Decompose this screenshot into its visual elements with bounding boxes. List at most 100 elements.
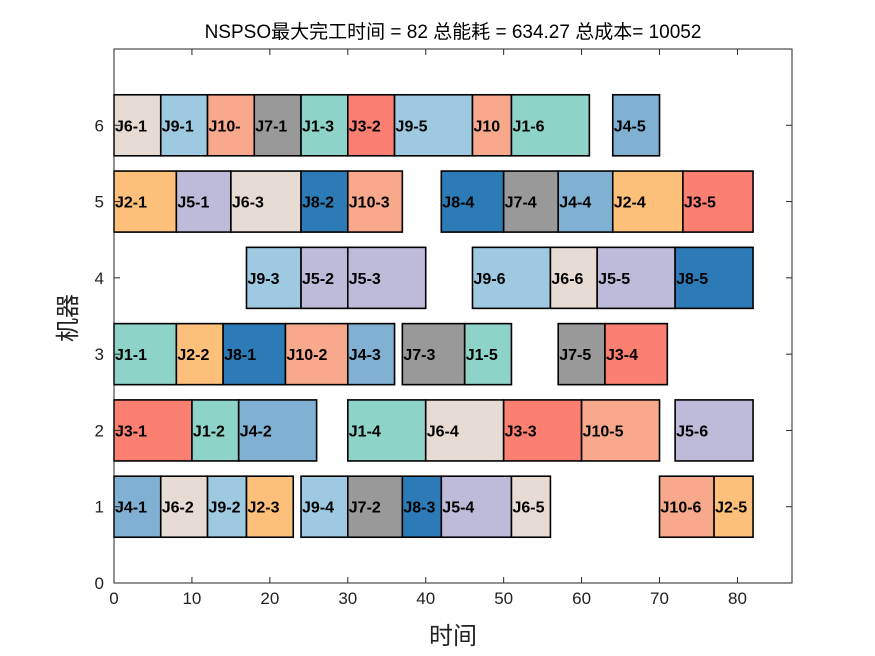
operation-rect <box>611 93 661 157</box>
operation-rect <box>611 170 684 233</box>
operation-label: J8-3 <box>403 500 435 517</box>
operation-label: J7-2 <box>349 500 381 517</box>
operation-label: J3-2 <box>349 118 381 135</box>
operation-rect <box>424 399 505 462</box>
operation-rect <box>463 322 513 386</box>
operation-bar-m5-17: J4-4 <box>557 170 614 233</box>
axes <box>113 48 793 584</box>
operation-bar-m6-9: J4-5 <box>611 93 661 157</box>
operation-rect <box>713 475 754 539</box>
operation-label: J10-6 <box>661 500 702 517</box>
operation-label: J6-3 <box>232 195 264 212</box>
operation-bar-m4-22: J5-3 <box>346 246 427 310</box>
operation-bar-m5-13: J8-2 <box>300 170 349 233</box>
operation-bar-m4-21: J5-2 <box>300 246 349 310</box>
operation-bar-m6-6: J9-5 <box>393 93 474 157</box>
operation-rect <box>113 93 162 157</box>
y-tick-label: 6 <box>95 116 104 135</box>
operation-bar-m6-7: J10 <box>471 93 513 157</box>
operation-rect <box>245 475 295 539</box>
operation-label: J9-4 <box>302 500 334 517</box>
operation-bar-m6-0: J6-1 <box>113 93 162 157</box>
operation-bar-m1-50: J8-3 <box>401 475 443 539</box>
operation-bar-m6-3: J7-1 <box>253 93 302 157</box>
operation-bar-m5-10: J2-1 <box>113 170 178 233</box>
operation-bar-m2-39: J1-4 <box>346 399 427 462</box>
operation-label: J4-4 <box>559 195 591 212</box>
operation-bar-m3-31: J4-3 <box>346 322 396 386</box>
operation-rect <box>175 322 224 386</box>
operation-rect <box>510 93 591 157</box>
operation-bar-m3-35: J3-4 <box>604 322 669 386</box>
operation-bar-m2-38: J4-2 <box>237 399 318 462</box>
operation-bar-m2-43: J5-6 <box>674 399 754 462</box>
operation-rect <box>237 399 318 462</box>
operation-bar-m1-51: J5-4 <box>440 475 513 539</box>
operation-rect <box>346 322 396 386</box>
operation-bar-m5-15: J8-4 <box>440 170 505 233</box>
operation-bar-m6-1: J9-1 <box>159 93 209 157</box>
operation-label: J9-2 <box>209 500 241 517</box>
x-tick-label: 20 <box>260 589 279 608</box>
operation-bar-m1-54: J2-5 <box>713 475 754 539</box>
operation-rect <box>471 93 513 157</box>
operation-label: J1-5 <box>466 347 498 364</box>
operation-label: J2-4 <box>614 195 646 212</box>
operation-label: J10-3 <box>349 195 390 212</box>
x-tick-label: 10 <box>182 589 201 608</box>
operation-rect <box>502 170 560 233</box>
operation-label: J4-1 <box>115 500 147 517</box>
operation-label: J8-4 <box>442 195 474 212</box>
operation-label: J6-4 <box>427 423 459 440</box>
operation-label: J6-6 <box>551 271 583 288</box>
operation-label: J10-5 <box>583 423 624 440</box>
operation-label: J2-2 <box>177 347 209 364</box>
x-tick-label: 50 <box>494 589 513 608</box>
operation-bar-m2-36: J3-1 <box>113 399 193 462</box>
x-tick-label: 30 <box>338 589 357 608</box>
operation-bar-m5-18: J2-4 <box>611 170 684 233</box>
operation-bar-m5-14: J10-3 <box>346 170 404 233</box>
operation-rect <box>346 399 427 462</box>
operation-bar-m2-41: J3-3 <box>502 399 583 462</box>
operation-label: J8-5 <box>676 271 708 288</box>
operation-label: J5-1 <box>177 195 209 212</box>
y-tick-label: 5 <box>95 193 104 212</box>
operation-bar-m1-49: J7-2 <box>346 475 404 539</box>
operation-bar-m6-4: J1-3 <box>300 93 349 157</box>
operation-rect <box>346 475 404 539</box>
operation-bar-m3-34: J7-5 <box>557 322 606 386</box>
operation-label: J4-5 <box>614 118 646 135</box>
operation-bar-m1-48: J9-4 <box>300 475 349 539</box>
operation-label: J1-3 <box>302 118 334 135</box>
operation-rect <box>300 475 349 539</box>
operation-bar-m1-52: J6-5 <box>510 475 552 539</box>
x-tick-label: 80 <box>728 589 747 608</box>
operation-label: J9-1 <box>162 118 194 135</box>
operation-label: J4-2 <box>240 423 272 440</box>
operation-bar-m6-8: J1-6 <box>510 93 591 157</box>
operation-rect <box>346 246 427 310</box>
operation-label: J7-1 <box>255 118 287 135</box>
operation-label: J5-2 <box>302 271 334 288</box>
operation-rect <box>471 246 552 310</box>
operation-label: J8-1 <box>224 347 256 364</box>
operation-label: J10-2 <box>286 347 327 364</box>
operation-bar-m2-40: J6-4 <box>424 399 505 462</box>
operation-label: J1-4 <box>349 423 381 440</box>
x-axis-ticks: 0 10 20 30 40 50 60 70 80 <box>109 49 747 608</box>
operation-label: J6-2 <box>162 500 194 517</box>
x-tick-label: 70 <box>650 589 669 608</box>
x-tick-label: 0 <box>109 589 118 608</box>
operation-bar-m3-28: J2-2 <box>175 322 224 386</box>
operation-rect <box>658 475 715 539</box>
operation-label: J1-2 <box>193 423 225 440</box>
operation-rect <box>230 170 302 233</box>
x-tick-label: 60 <box>572 589 591 608</box>
operation-rect <box>510 475 552 539</box>
y-tick-label: 1 <box>95 498 104 517</box>
operation-label: J1-6 <box>512 118 544 135</box>
operation-label: J6-5 <box>512 500 544 517</box>
operation-rect <box>113 475 162 539</box>
